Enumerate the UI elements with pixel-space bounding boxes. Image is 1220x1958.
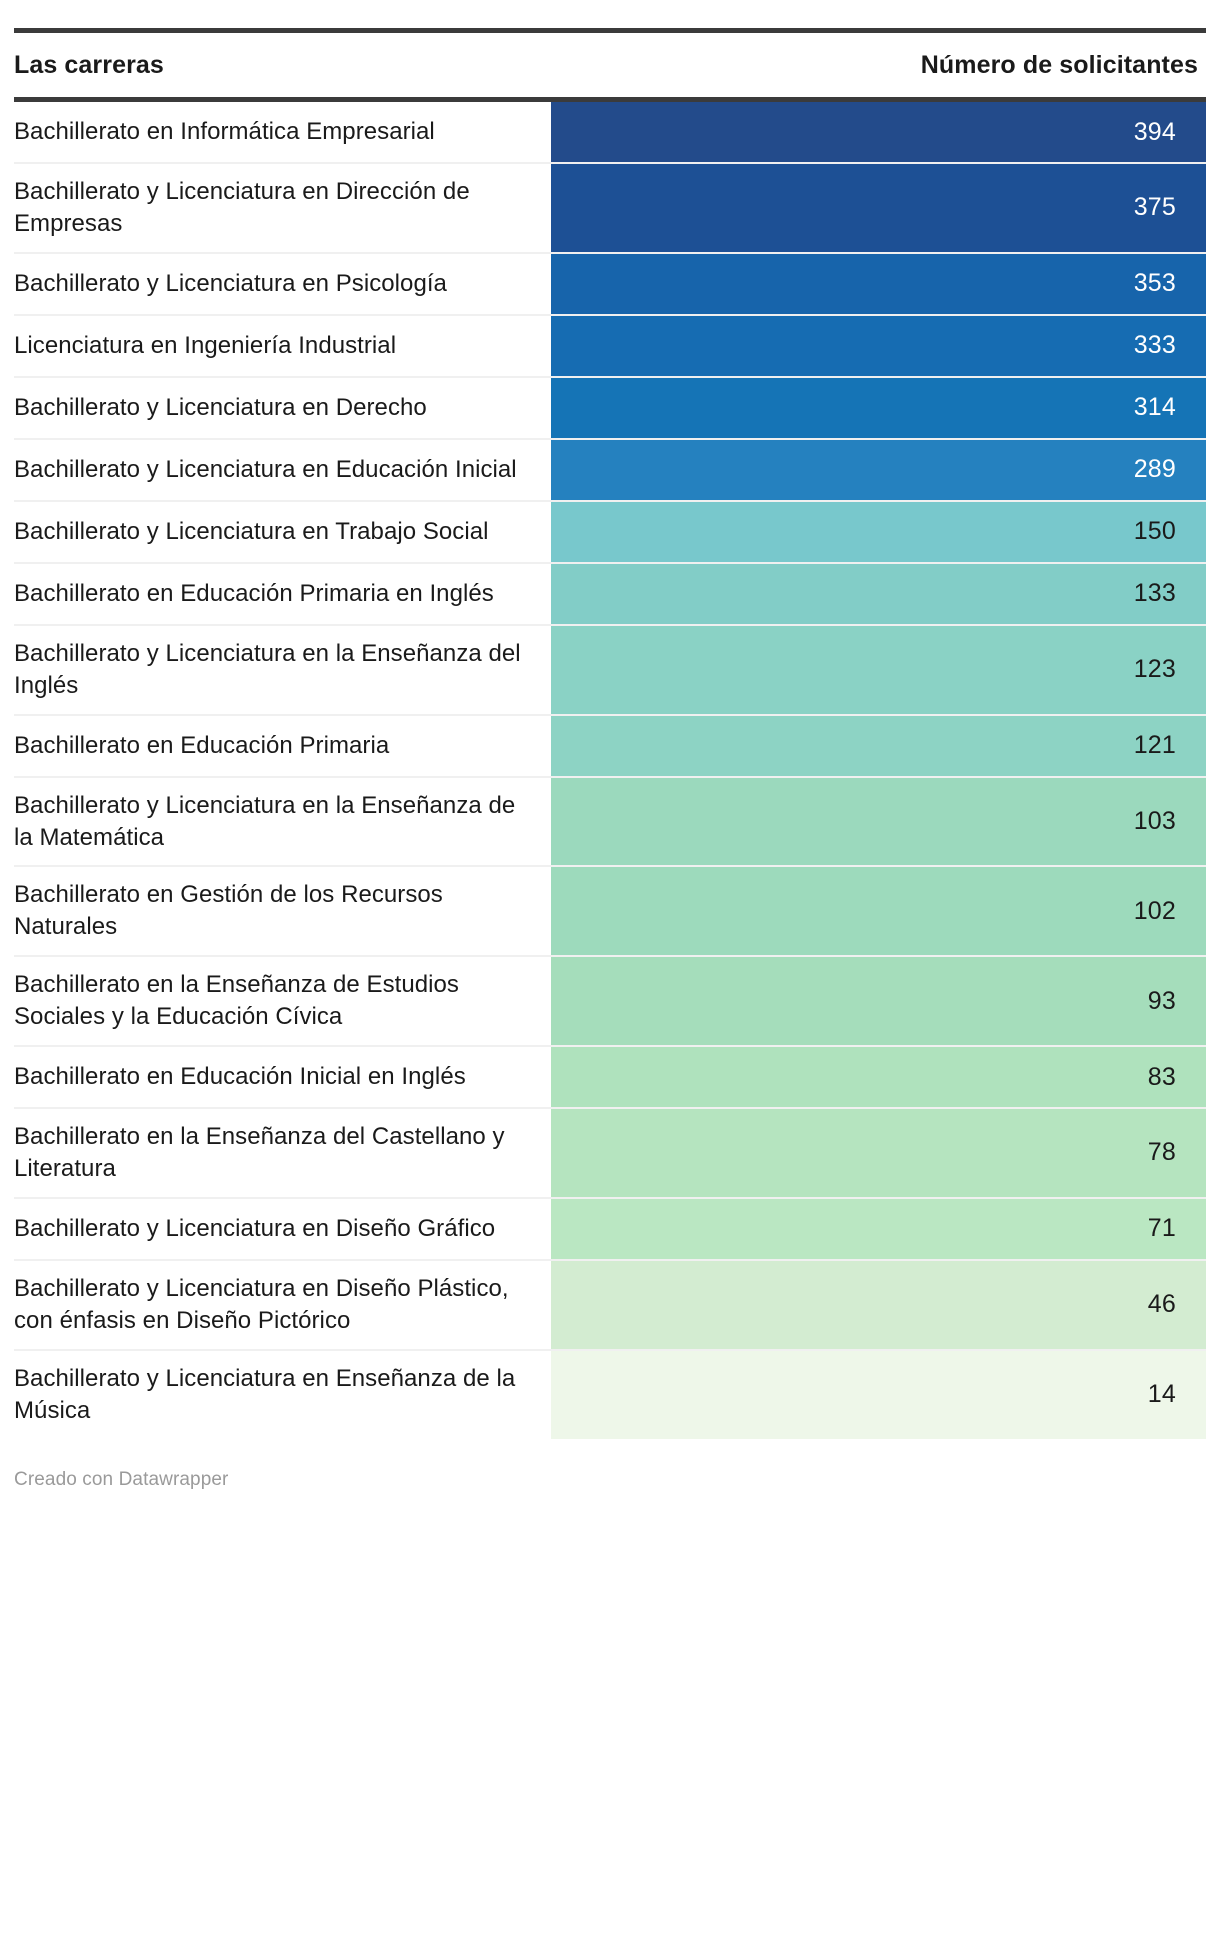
cell-solicitantes-value: 83	[551, 1047, 1206, 1108]
cell-solicitantes-value: 333	[551, 315, 1206, 376]
table-row[interactable]: Bachillerato y Licenciatura en Educación…	[14, 439, 1206, 502]
table-row[interactable]: Bachillerato y Licenciatura en Trabajo S…	[14, 501, 1206, 564]
cell-carrera-name: Bachillerato y Licenciatura en Enseñanza…	[14, 1364, 516, 1424]
cell-carrera-name: Bachillerato en la Enseñanza de Estudios…	[14, 971, 459, 1031]
cell-solicitantes-value: 353	[551, 253, 1206, 314]
cell-carrera-name: Bachillerato y Licenciatura en Psicologí…	[14, 269, 447, 297]
table-row[interactable]: Bachillerato y Licenciatura en Diseño Gr…	[14, 1198, 1206, 1261]
cell-carrera-name: Bachillerato en Educación Primaria	[14, 731, 390, 759]
table-row[interactable]: Bachillerato y Licenciatura en Dirección…	[14, 164, 1206, 254]
cell-solicitantes-value: 71	[551, 1198, 1206, 1259]
table-row[interactable]: Bachillerato en Educación Inicial en Ing…	[14, 1047, 1206, 1110]
cell-carrera-name: Bachillerato y Licenciatura en Derecho	[14, 393, 427, 421]
cell-carrera-name: Bachillerato y Licenciatura en la Enseña…	[14, 639, 521, 699]
cell-solicitantes-value: 289	[551, 439, 1206, 500]
header-row: Las carreras Número de solicitantes	[14, 33, 1206, 97]
table-row[interactable]: Bachillerato en Informática Empresarial 3…	[14, 102, 1206, 164]
cell-solicitantes-value: 375	[551, 164, 1206, 252]
cell-carrera-name: Bachillerato y Licenciatura en Diseño Pl…	[14, 1274, 509, 1334]
cell-carrera-name: Bachillerato y Licenciatura en Educación…	[14, 455, 517, 483]
table-row[interactable]: Bachillerato en la Enseñanza de Estudios…	[14, 957, 1206, 1048]
table-row[interactable]: Bachillerato y Licenciatura en Diseño Pl…	[14, 1260, 1206, 1351]
table-row[interactable]: Bachillerato en Educación Primaria 121	[14, 715, 1206, 778]
cell-solicitantes-value: 314	[551, 377, 1206, 438]
column-header-carreras[interactable]: Las carreras	[14, 50, 164, 79]
table-row[interactable]: Bachillerato y Licenciatura en la Enseña…	[14, 777, 1206, 868]
datawrapper-table-chart: Las carreras Número de solicitantes Bach…	[0, 28, 1220, 1491]
cell-carrera-name: Bachillerato y Licenciatura en Trabajo S…	[14, 517, 489, 545]
footer-credit[interactable]: Creado con Datawrapper	[14, 1468, 229, 1490]
cell-solicitantes-value: 93	[551, 957, 1206, 1046]
table-row[interactable]: Bachillerato y Licenciatura en Enseñanza…	[14, 1350, 1206, 1439]
table-row[interactable]: Bachillerato en Educación Primaria en In…	[14, 563, 1206, 626]
table-row[interactable]: Bachillerato en la Enseñanza del Castell…	[14, 1109, 1206, 1199]
table-row[interactable]: Bachillerato en Gestión de los Recursos …	[14, 867, 1206, 958]
table-row[interactable]: Bachillerato y Licenciatura en la Enseña…	[14, 625, 1206, 716]
cell-carrera-name: Bachillerato y Licenciatura en Diseño Gr…	[14, 1214, 496, 1242]
cell-carrera-name: Bachillerato en la Enseñanza del Castell…	[14, 1123, 505, 1182]
cell-carrera-name: Bachillerato en Educación Primaria en In…	[14, 579, 494, 607]
table-body: Bachillerato en Informática Empresarial 3…	[0, 102, 1220, 1439]
cell-carrera-name: Bachillerato en Informática Empresarial	[14, 118, 435, 146]
cell-solicitantes-value: 103	[551, 777, 1206, 866]
header-rule-bottom	[14, 97, 1206, 102]
cell-carrera-name: Licenciatura en Ingeniería Industrial	[14, 331, 397, 359]
cell-solicitantes-value: 133	[551, 563, 1206, 624]
cell-solicitantes-value: 102	[551, 867, 1206, 956]
cell-carrera-name: Bachillerato en Gestión de los Recursos …	[14, 881, 443, 941]
header-rule-top	[14, 28, 1206, 33]
cell-solicitantes-value: 14	[551, 1350, 1206, 1439]
cell-solicitantes-value: 46	[551, 1260, 1206, 1349]
cell-solicitantes-value: 394	[551, 102, 1206, 162]
column-header-solicitantes[interactable]: Número de solicitantes	[920, 50, 1198, 79]
table-header: Las carreras Número de solicitantes	[0, 28, 1220, 102]
cell-solicitantes-value: 123	[551, 625, 1206, 714]
cell-carrera-name: Bachillerato y Licenciatura en Dirección…	[14, 178, 470, 237]
cell-solicitantes-value: 121	[551, 715, 1206, 776]
cell-solicitantes-value: 150	[551, 501, 1206, 562]
cell-solicitantes-value: 78	[551, 1109, 1206, 1197]
table-row[interactable]: Bachillerato y Licenciatura en Derecho 31…	[14, 377, 1206, 440]
table-row[interactable]: Licenciatura en Ingeniería Industrial 333	[14, 315, 1206, 378]
cell-carrera-name: Bachillerato en Educación Inicial en Ing…	[14, 1063, 466, 1091]
cell-carrera-name: Bachillerato y Licenciatura en la Enseña…	[14, 791, 516, 851]
table-row[interactable]: Bachillerato y Licenciatura en Psicologí…	[14, 253, 1206, 316]
